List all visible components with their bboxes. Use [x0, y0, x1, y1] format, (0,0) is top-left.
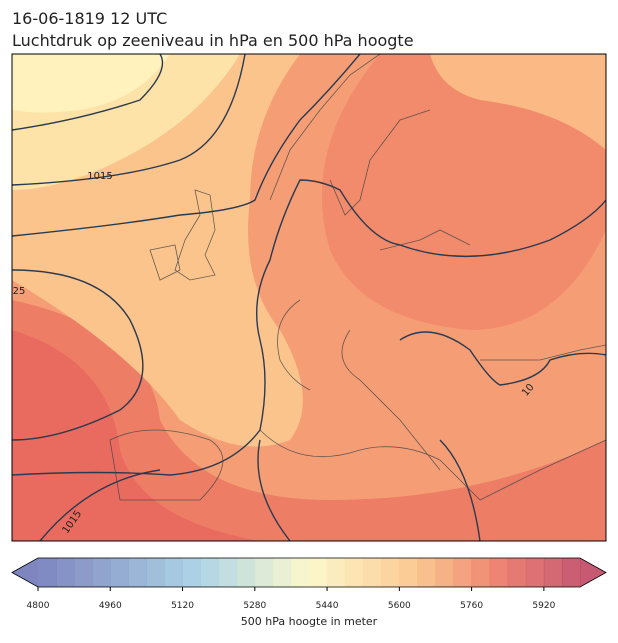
- colorbar-tick-label: 5120: [171, 601, 194, 611]
- colorbar-cell: [146, 558, 165, 587]
- colorbar-cell: [164, 558, 184, 587]
- colorbar-cell: [92, 558, 111, 587]
- colorbar-cell: [327, 558, 346, 587]
- colorbar-cell: [561, 558, 581, 587]
- colorbar-cell: [128, 558, 147, 587]
- colorbar-tick-label: 5440: [316, 601, 339, 611]
- colorbar-cell: [236, 558, 256, 587]
- colorbar-cell: [290, 558, 310, 587]
- colorbar-cell: [417, 558, 436, 587]
- colorbar-cell: [363, 558, 382, 587]
- colorbar-cell: [218, 558, 238, 587]
- colorbar-tick-label: 5920: [532, 601, 555, 611]
- colorbar-cell: [381, 558, 400, 587]
- colorbar-cell: [110, 558, 129, 587]
- colorbar-cell: [345, 558, 364, 587]
- colorbar-tick-label: 5760: [460, 601, 483, 611]
- colorbar-cell: [435, 558, 455, 587]
- colorbar-extend-high: [580, 558, 606, 587]
- colorbar-cell: [507, 558, 527, 587]
- colorbar-cell: [56, 558, 75, 587]
- colorbar-tick-label: 4800: [27, 601, 50, 611]
- colorbar-cell: [489, 558, 509, 587]
- colorbar-cell: [254, 558, 274, 587]
- subtitle: Luchtdruk op zeeniveau in hPa en 500 hPa…: [12, 31, 414, 50]
- colorbar-cell: [453, 558, 473, 587]
- contour-label: 1015: [87, 171, 112, 182]
- colorbar-cell: [309, 558, 328, 587]
- colorbar-cell: [525, 558, 545, 587]
- colorbar: 4800 4960 5120 5280 5440 5600 5760 5920: [11, 557, 607, 611]
- colorbar-cell: [38, 558, 57, 587]
- colorbar-cell: [182, 558, 202, 587]
- colorbar-label: 500 hPa hoogte in meter: [241, 615, 378, 628]
- colorbar-cell: [399, 558, 418, 587]
- colorbar-tick-label: 5600: [388, 601, 411, 611]
- colorbar-cell: [272, 558, 292, 587]
- map-frame: [11, 53, 607, 542]
- title: 16-06-1819 12 UTC: [12, 9, 167, 28]
- contour-label: 25: [13, 286, 26, 297]
- colorbar-tick-label: 4960: [99, 601, 122, 611]
- map: 1015 25 1015 10: [12, 54, 606, 541]
- colorbar-tick-label: 5280: [243, 601, 266, 611]
- colorbar-cell: [543, 558, 563, 587]
- colorbar-cell: [200, 558, 220, 587]
- colorbar-extend-low: [12, 558, 38, 587]
- colorbar-cell: [471, 558, 491, 587]
- colorbar-cell: [74, 558, 93, 587]
